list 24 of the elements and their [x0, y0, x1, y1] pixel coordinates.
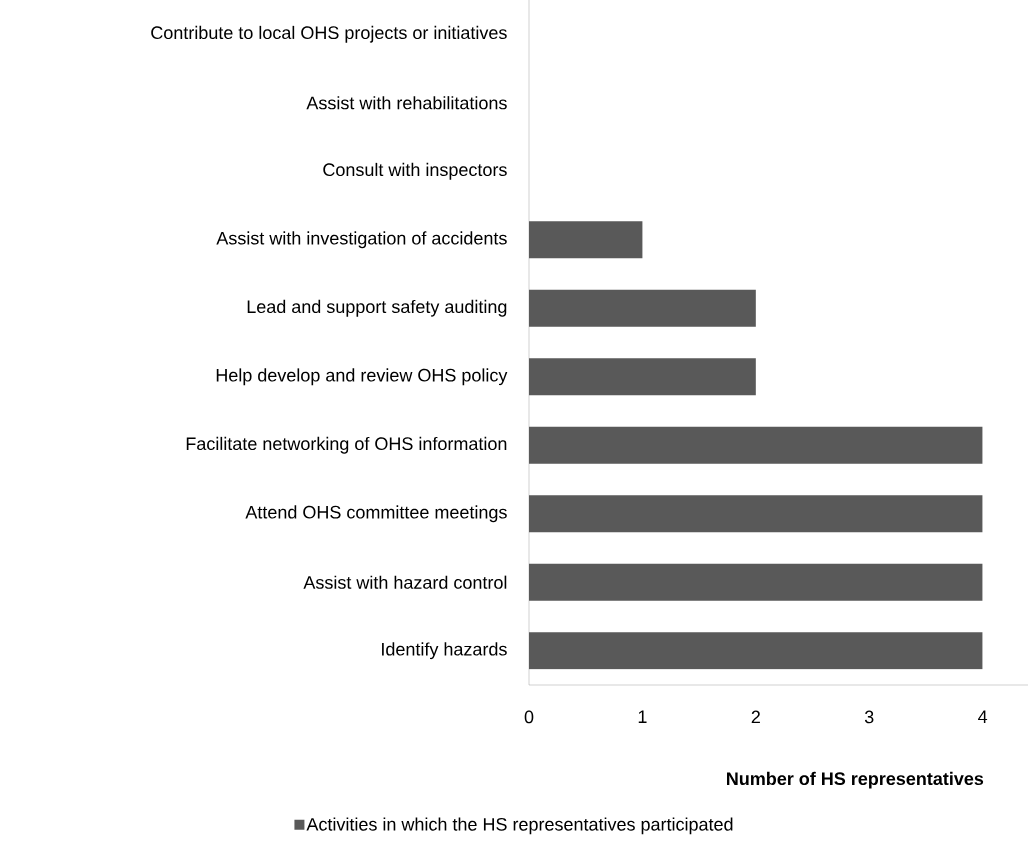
x-tick-label: 2 — [751, 710, 760, 724]
bar — [529, 426, 983, 464]
x-tick-label: 0 — [524, 710, 534, 724]
x-tick-label: 1 — [638, 710, 647, 723]
bar — [529, 563, 983, 601]
x-tick-label: 3 — [864, 710, 874, 724]
y-tick-label: Help develop and review OHS policy — [216, 368, 508, 386]
y-tick-label: Assist with rehabilitations — [306, 96, 507, 110]
bar — [529, 221, 643, 259]
y-tick-label: Facilitate networking of OHS information — [186, 436, 507, 454]
y-tick-label: Identify hazards — [382, 642, 507, 660]
legend-label: Activities in which the HS representatives participated — [306, 817, 733, 835]
x-tick-label: 4 — [978, 710, 988, 723]
y-tick-label: Assist with hazard control — [303, 575, 507, 589]
bar — [529, 495, 983, 533]
x-axis-title: Number of HS representatives — [727, 771, 984, 789]
y-tick-label: Contribute to local OHS projects or initiatives — [151, 25, 507, 43]
y-tick-label: Lead and support safety auditing — [247, 299, 507, 317]
bar — [529, 632, 983, 670]
y-tick-label: Consult with inspectors — [323, 162, 507, 180]
bar — [529, 358, 756, 396]
y-tick-label: Assist with investigation of accidents — [216, 231, 507, 249]
y-tick-label: Attend OHS committee meetings — [245, 505, 507, 523]
bar — [529, 289, 756, 327]
